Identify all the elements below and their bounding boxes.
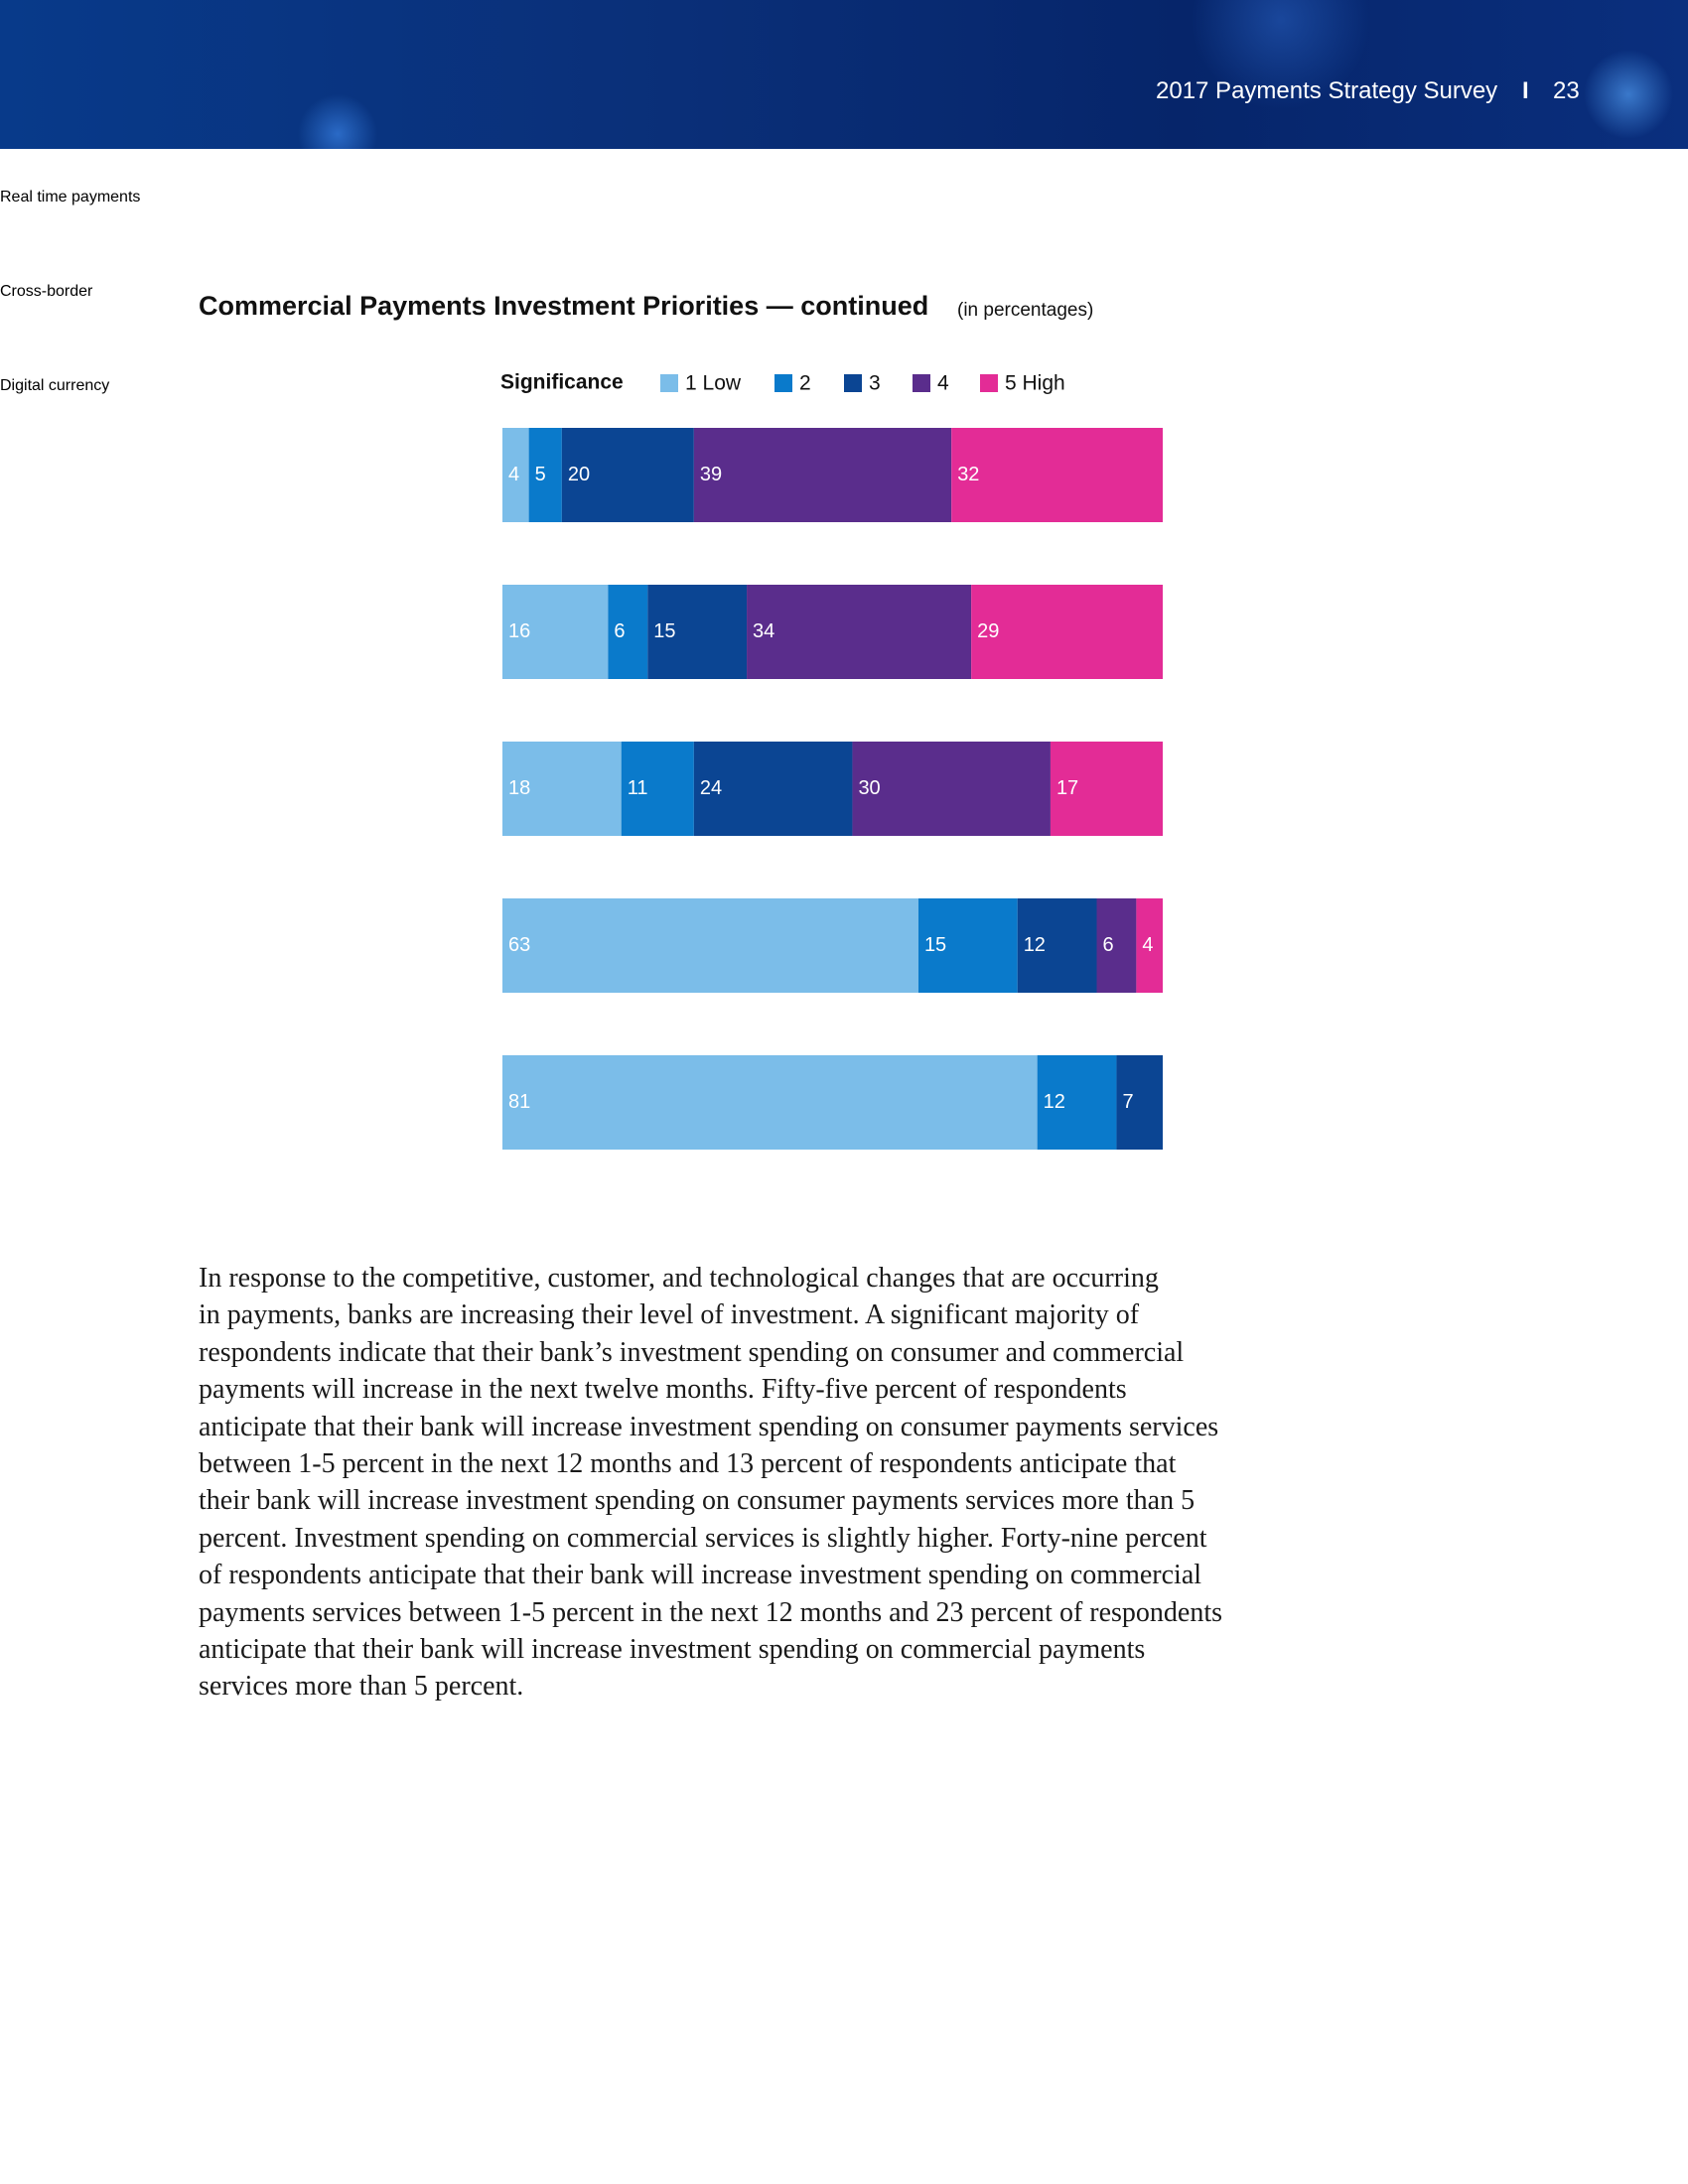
value-label: 24 [700,777,722,799]
bar-segment [502,585,609,679]
chart: Commercial Payments Investment Prioritie… [199,291,1163,1150]
value-label: 18 [508,777,530,799]
category-label: Cross-border [0,283,93,300]
value-label: 63 [508,934,530,956]
bar-segment [1037,1055,1117,1150]
chart-subtitle: (in percentages) [957,300,1093,321]
category-label: Digital currency [0,377,110,394]
page-number: 23 [1553,77,1580,104]
bar-segment [917,898,1018,993]
bar-segment [561,428,694,522]
chart-title: Commercial Payments Investment Prioritie… [199,291,928,321]
bar-segment [693,428,952,522]
bar-segment [852,742,1051,836]
body-line: payments services between 1-5 percent in… [199,1596,1223,1628]
bar-segment [693,742,853,836]
bar-segment [1116,1055,1163,1150]
value-label: 4 [1142,934,1153,956]
category-label: Real time payments [0,189,141,205]
value-label: 16 [508,620,530,642]
value-label: 30 [858,777,880,799]
value-label: 12 [1044,1091,1065,1113]
value-label: 6 [614,620,625,642]
bar-segment [528,428,562,522]
header-banner: 2017 Payments Strategy Survey I 23 [0,0,1688,149]
value-label: 11 [628,777,648,799]
bar-segment [621,742,694,836]
legend-title: Significance [500,371,624,394]
bar-segment [1017,898,1097,993]
bar-segment [502,898,918,993]
value-label: 34 [753,620,774,642]
bar-segment [502,742,622,836]
legend-label: 4 [937,372,949,395]
value-label: 15 [924,934,946,956]
body-line: between 1-5 percent in the next 12 month… [199,1448,1177,1479]
value-label: 81 [508,1091,530,1113]
body-line: in payments, banks are increasing their … [199,1299,1140,1331]
legend-swatch [844,374,862,392]
body-line: of respondents anticipate that their ban… [199,1560,1202,1591]
bar-segment [951,428,1163,522]
legend-label: 3 [869,372,881,395]
body-line: percent. Investment spending on commerci… [199,1522,1207,1554]
value-label: 7 [1122,1091,1133,1113]
body-line: In response to the competitive, customer… [199,1263,1159,1294]
body-line: their bank will increase investment spen… [199,1485,1196,1517]
value-label: 5 [535,464,546,485]
value-label: 4 [508,464,519,485]
body-line: anticipate that their bank will increase… [199,1634,1146,1665]
bar-segment [1050,742,1163,836]
legend-swatch [660,374,678,392]
value-label: 12 [1024,934,1046,956]
separator: I [1522,77,1529,104]
value-label: 6 [1103,934,1114,956]
bar-segment [1136,898,1163,993]
value-label: 32 [957,464,979,485]
legend-label: 1 Low [685,372,742,395]
legend-label: 5 High [1005,372,1065,395]
bar-segment [747,585,972,679]
body-line: anticipate that their bank will increase… [199,1411,1219,1442]
value-label: 39 [700,464,722,485]
bar-segment [971,585,1163,679]
bar-segment [502,428,529,522]
value-label: 20 [568,464,590,485]
bar-segment [608,585,648,679]
value-label: 17 [1056,777,1078,799]
bar-segment [1096,898,1137,993]
body-line: services more than 5 percent. [199,1671,524,1703]
bar-segment [647,585,748,679]
value-label: 29 [977,620,999,642]
body-line: respondents indicate that their bank’s i… [199,1336,1185,1368]
body-line: payments will increase in the next twelv… [199,1374,1127,1406]
legend-label: 2 [799,372,811,395]
report-title: 2017 Payments Strategy Survey [1156,77,1498,104]
value-label: 15 [653,620,675,642]
legend-swatch [913,374,930,392]
legend-swatch [980,374,998,392]
legend-swatch [774,374,792,392]
bar-segment [502,1055,1038,1150]
